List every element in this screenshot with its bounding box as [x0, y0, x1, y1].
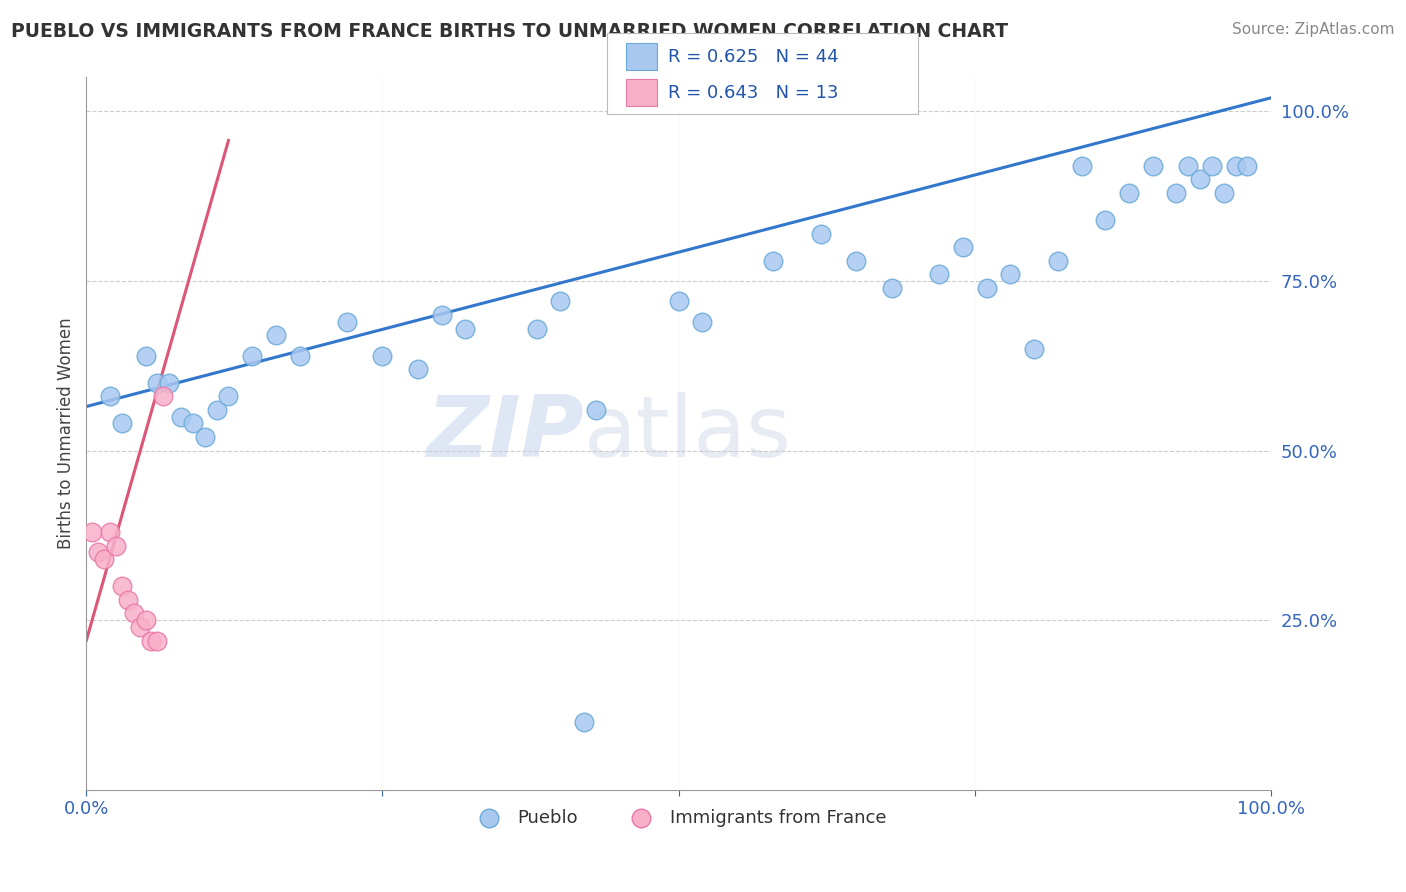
Point [104, 539, 127, 553]
Point [1000, 267, 1022, 281]
Point [82, 524, 104, 539]
Point [454, 321, 477, 335]
Point [205, 403, 228, 417]
Point [122, 607, 145, 621]
Text: PUEBLO VS IMMIGRANTS FROM FRANCE BIRTHS TO UNMARRIED WOMEN CORRELATION CHART: PUEBLO VS IMMIGRANTS FROM FRANCE BIRTHS … [11, 22, 1008, 41]
Point [572, 714, 595, 729]
Point [336, 315, 359, 329]
Point [1070, 159, 1092, 173]
Point [668, 294, 690, 309]
Point [98, 524, 121, 539]
Point [1236, 159, 1258, 173]
Point [117, 593, 139, 607]
Point [111, 579, 134, 593]
Point [141, 633, 163, 648]
Point [135, 349, 157, 363]
Point [845, 253, 868, 268]
Point [1177, 159, 1199, 173]
Point [170, 409, 193, 424]
Point [217, 389, 239, 403]
Point [810, 227, 832, 241]
Point [1046, 253, 1069, 268]
Text: ZIP: ZIP [426, 392, 583, 475]
Point [135, 613, 157, 627]
Legend: Pueblo, Immigrants from France: Pueblo, Immigrants from France [464, 802, 894, 834]
Point [526, 321, 548, 335]
Point [194, 430, 217, 444]
Point [157, 376, 180, 390]
Point [146, 633, 169, 648]
Point [430, 308, 453, 322]
Text: R = 0.643   N = 13: R = 0.643 N = 13 [668, 84, 838, 102]
Point [1212, 186, 1234, 200]
Point [264, 328, 287, 343]
Point [762, 253, 785, 268]
Point [952, 240, 974, 254]
Point [880, 281, 903, 295]
Point [976, 281, 998, 295]
Point [93, 552, 115, 566]
Point [1188, 172, 1211, 186]
Text: R = 0.625   N = 44: R = 0.625 N = 44 [668, 47, 838, 66]
Point [1118, 186, 1140, 200]
Point [692, 315, 714, 329]
Point [1142, 159, 1164, 173]
Point [1024, 342, 1046, 356]
Text: atlas: atlas [583, 392, 792, 475]
Point [928, 267, 950, 281]
Point [128, 620, 150, 634]
Point [181, 417, 204, 431]
Point [87, 545, 110, 559]
Point [585, 403, 607, 417]
Point [111, 417, 134, 431]
Y-axis label: Births to Unmarried Women: Births to Unmarried Women [58, 318, 75, 549]
Point [152, 389, 174, 403]
Point [98, 389, 121, 403]
Point [1201, 159, 1223, 173]
Point [1094, 213, 1116, 227]
Point [1166, 186, 1188, 200]
Point [548, 294, 571, 309]
Point [1225, 159, 1247, 173]
Point [371, 349, 394, 363]
Point [240, 349, 263, 363]
Point [406, 362, 429, 376]
Point [146, 376, 169, 390]
Point [288, 349, 311, 363]
Text: Source: ZipAtlas.com: Source: ZipAtlas.com [1232, 22, 1395, 37]
